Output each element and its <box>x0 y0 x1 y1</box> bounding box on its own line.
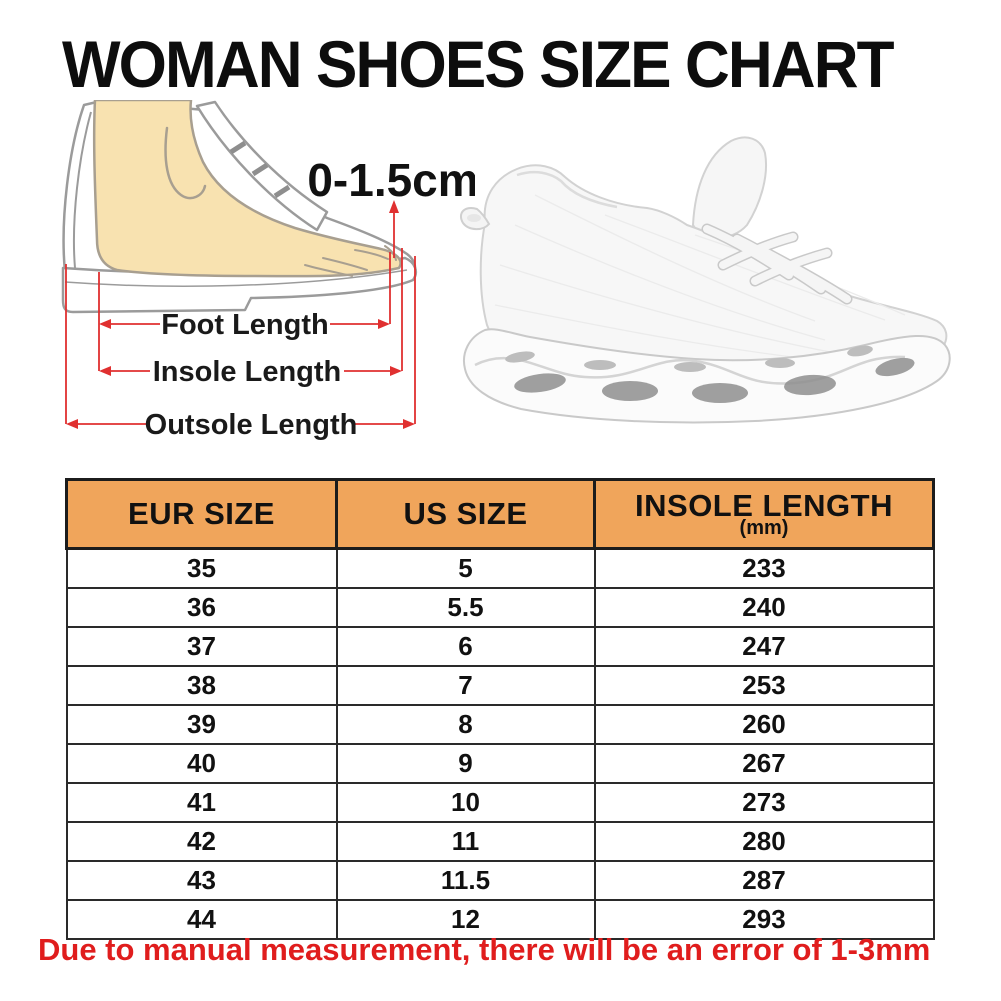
insole-length-cell: 267 <box>593 743 935 784</box>
eur-size-cell: 44 <box>65 899 338 940</box>
eur-size-cell: 40 <box>65 743 338 784</box>
eur-size-header-label: EUR SIZE <box>128 496 275 531</box>
table-row: 37 6 247 <box>65 626 935 667</box>
us-size-header-label: US SIZE <box>403 496 528 531</box>
outsole-length-arrow <box>66 419 415 429</box>
insole-length-cell: 280 <box>593 821 935 862</box>
eur-size-cell: 39 <box>65 704 338 745</box>
foot-drawing <box>92 100 402 278</box>
us-size-cell: 11.5 <box>335 860 596 901</box>
page-title: WOMAN SHOES SIZE CHART <box>62 27 895 101</box>
header-cell-insole-length: INSOLE LENGTH (mm) <box>593 478 935 550</box>
us-size-cell: 5 <box>335 547 596 589</box>
sneaker-image <box>459 136 951 424</box>
us-size-cell: 12 <box>335 899 596 940</box>
foot-measurement-diagram: 0-1.5cm Foot Length Insole Length Outsol… <box>61 100 475 441</box>
table-row: 38 7 253 <box>65 665 935 706</box>
eur-size-cell: 43 <box>65 860 338 901</box>
insole-length-cell: 273 <box>593 782 935 823</box>
measurement-error-footnote: Due to manual measurement, there will be… <box>38 932 931 967</box>
insole-length-cell: 253 <box>593 665 935 706</box>
table-row: 44 12 293 <box>65 899 935 940</box>
eur-size-cell: 35 <box>65 547 338 589</box>
insole-length-label: Insole Length <box>153 356 342 388</box>
insole-length-cell: 247 <box>593 626 935 667</box>
sneaker-tongue <box>691 136 767 239</box>
eur-size-cell: 36 <box>65 587 338 628</box>
table-row: 42 11 280 <box>65 821 935 862</box>
eur-size-cell: 37 <box>65 626 338 667</box>
us-size-cell: 8 <box>335 704 596 745</box>
toe-allowance-label: 0-1.5cm <box>307 154 475 206</box>
insole-length-header-label: INSOLE LENGTH <box>635 488 893 523</box>
heel-pull-tab <box>459 207 491 231</box>
header-row: EUR SIZE US SIZE INSOLE LENGTH (mm) <box>65 478 935 550</box>
us-size-cell: 5.5 <box>335 587 596 628</box>
insole-length-cell: 293 <box>593 899 935 940</box>
size-table: EUR SIZE US SIZE INSOLE LENGTH (mm) 35 5… <box>65 478 935 940</box>
insole-length-cell: 287 <box>593 860 935 901</box>
measurement-annotations <box>65 200 416 429</box>
sneaker-laces <box>701 223 853 305</box>
us-size-cell: 10 <box>335 782 596 823</box>
insole-length-cell: 260 <box>593 704 935 745</box>
us-size-cell: 7 <box>335 665 596 706</box>
table-row: 41 10 273 <box>65 782 935 823</box>
header-cell-us-size: US SIZE <box>335 478 596 550</box>
header-cell-eur-size: EUR SIZE <box>65 478 338 550</box>
eur-size-cell: 38 <box>65 665 338 706</box>
foot-length-label: Foot Length <box>161 309 329 341</box>
table-row: 39 8 260 <box>65 704 935 745</box>
table-row: 35 5 233 <box>65 547 935 589</box>
table-row: 40 9 267 <box>65 743 935 784</box>
us-size-cell: 6 <box>335 626 596 667</box>
table-row: 43 11.5 287 <box>65 860 935 901</box>
insole-length-arrow <box>99 366 402 376</box>
outsole-length-label: Outsole Length <box>145 409 358 441</box>
insole-length-cell: 240 <box>593 587 935 628</box>
table-row: 36 5.5 240 <box>65 587 935 628</box>
us-size-cell: 11 <box>335 821 596 862</box>
insole-unit-label: (mm) <box>739 517 789 539</box>
sneaker-sole <box>463 328 951 424</box>
eur-size-cell: 41 <box>65 782 338 823</box>
shoe-vamp-panel <box>195 100 329 232</box>
insole-length-cell: 233 <box>593 547 935 589</box>
us-size-cell: 9 <box>335 743 596 784</box>
foot-length-arrow <box>99 319 390 329</box>
eur-size-cell: 42 <box>65 821 338 862</box>
